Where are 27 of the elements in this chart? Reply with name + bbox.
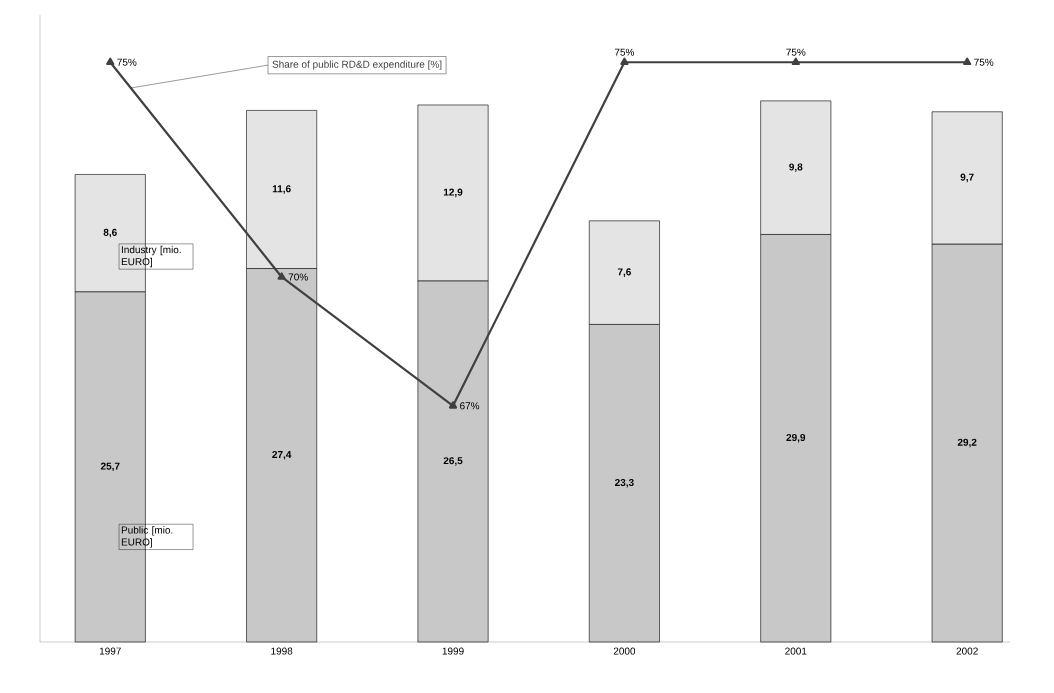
data-label: 75%: [117, 58, 137, 66]
data-label: 9,7: [960, 173, 974, 183]
data-label: 9,8: [789, 163, 803, 172]
x-tick-label: 1997: [99, 647, 121, 655]
x-tick-label: 2001: [785, 647, 807, 655]
data-label: 23,3: [615, 478, 634, 488]
text: Share of public RD&D expenditure [%]: [272, 60, 442, 70]
x-tick-label: 1999: [442, 647, 464, 655]
data-label: 67%: [460, 402, 480, 410]
data-label: 12,9: [443, 188, 463, 198]
data-label: 75%: [614, 48, 635, 56]
x-tick-label: 2002: [956, 647, 978, 655]
data-label: 8,6: [103, 228, 117, 238]
data-label: 29,9: [786, 433, 806, 443]
x-tick-label: 1998: [271, 647, 293, 655]
data-label: 70%: [288, 273, 308, 281]
series-label: Public [mio. EURO]: [121, 526, 173, 548]
data-label: 29,2: [957, 438, 977, 448]
data-label: 75%: [974, 58, 994, 66]
data-label: 75%: [786, 48, 806, 56]
x-tick-label: 2000: [613, 647, 636, 655]
data-label: 11,6: [272, 185, 291, 194]
data-label: 7,6: [617, 268, 631, 277]
data-label: 27,4: [272, 450, 292, 460]
data-label: 26,5: [443, 457, 463, 466]
data-label: 25,7: [100, 462, 120, 472]
series-label: Industry [mio. EURO]: [121, 245, 181, 268]
